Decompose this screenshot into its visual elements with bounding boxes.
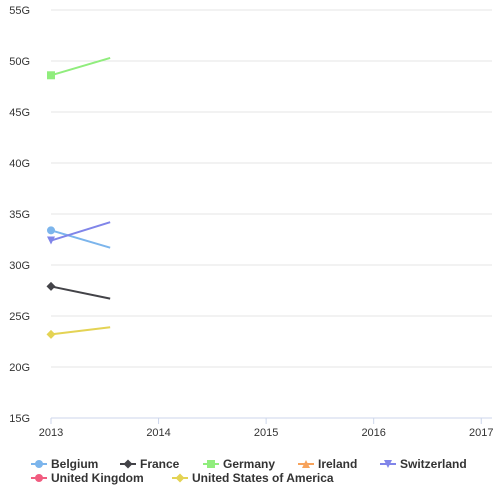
legend-marker-france (123, 459, 133, 469)
y-tick-label: 50G (9, 56, 30, 68)
series-line-belgium (50, 229, 111, 249)
legend-marker-germany (207, 460, 215, 468)
series-layer (46, 56, 111, 339)
series-line-germany (50, 56, 111, 77)
legend-label: United States of America (192, 471, 334, 485)
y-tick-label: 55G (9, 5, 30, 17)
legend-marker-belgium (35, 460, 43, 468)
x-tick-label: 2013 (39, 427, 63, 439)
legend-marker-united-states-of-america (175, 473, 185, 483)
legend-item-united-kingdom[interactable]: United Kingdom (31, 471, 144, 485)
series-belgium (47, 226, 111, 249)
y-tick-label: 25G (9, 311, 30, 323)
series-line-switzerland (50, 221, 111, 242)
series-switzerland (47, 221, 111, 245)
legend-marker-switzerland (384, 460, 392, 468)
legend-label: Ireland (318, 457, 357, 471)
legend: Belgium France Germany Ireland Switzerland Un… (31, 457, 467, 485)
legend-item-belgium[interactable]: Belgium (31, 457, 98, 471)
legend-label: Belgium (51, 457, 98, 471)
legend-label: Switzerland (400, 457, 467, 471)
series-line-united-states-of-america (50, 326, 111, 336)
y-tick-label: 35G (9, 209, 30, 221)
data-point-france (46, 281, 56, 291)
legend-label: United Kingdom (51, 471, 144, 485)
x-axis: 15G 20G 25G 30G 35G 40G 45G 50G 55G 2013 2014 2015 2… (9, 5, 493, 439)
x-tick-label: 2017 (469, 427, 493, 439)
legend-marker-ireland (302, 460, 310, 468)
data-point-germany (47, 71, 55, 80)
x-tick-label: 2015 (254, 427, 278, 439)
data-point-switzerland (47, 236, 55, 245)
data-point-belgium (47, 226, 55, 235)
y-tick-label: 40G (9, 158, 30, 170)
x-tick-label: 2016 (361, 427, 385, 439)
legend-marker-united-kingdom (35, 474, 43, 482)
legend-item-germany[interactable]: Germany (203, 457, 275, 471)
grid (51, 9, 492, 419)
y-tick-label: 45G (9, 107, 30, 119)
legend-item-switzerland[interactable]: Switzerland (380, 457, 467, 471)
series-france (46, 281, 111, 300)
legend-label: Germany (223, 457, 275, 471)
series-united-states-of-america (46, 326, 111, 339)
legend-label: France (140, 457, 180, 471)
series-germany (47, 56, 111, 80)
legend-item-france[interactable]: France (120, 457, 180, 471)
series-line-france (50, 285, 111, 300)
x-tick-label: 2014 (146, 427, 170, 439)
data-point-united-states-of-america (46, 329, 56, 339)
y-tick-label: 30G (9, 260, 30, 272)
legend-item-ireland[interactable]: Ireland (298, 457, 357, 471)
legend-item-united-states-of-america[interactable]: United States of America (172, 471, 334, 485)
y-tick-label: 15G (9, 413, 30, 425)
y-tick-label: 20G (9, 362, 30, 374)
